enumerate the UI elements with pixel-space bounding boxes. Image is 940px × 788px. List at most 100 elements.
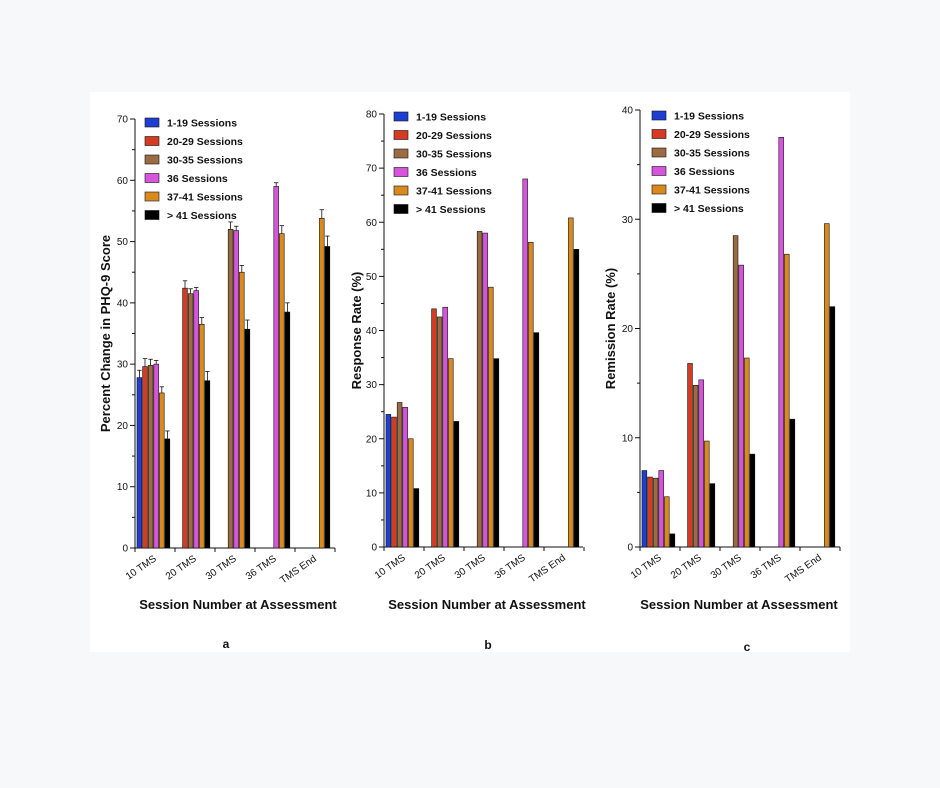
bar-41-sessions-tms-end (573, 249, 580, 548)
bar-37-41-sessions-tms-end (568, 217, 574, 548)
x-category-label: 10 TMS (124, 553, 159, 582)
legend-label: 37-41 Sessions (167, 192, 243, 204)
y-axis-title: Response Rate (%) (349, 272, 364, 390)
x-axis-title: Session Number at Assessment (640, 597, 838, 612)
bar-20-29-sessions-10-tms (391, 416, 397, 548)
bar-36-sessions-20-tms (193, 290, 199, 549)
bar-1-19-sessions-10-tms (385, 414, 392, 548)
legend-swatch (393, 148, 409, 159)
bar-37-41-sessions-10-tms (159, 392, 165, 549)
bar-37-41-sessions-36-tms (279, 233, 285, 549)
bar-41-sessions-30-tms (244, 328, 251, 549)
y-tick-label: 20 (622, 324, 634, 335)
bar-30-35-sessions-20-tms (692, 385, 699, 548)
legend-label: 36 Sessions (674, 166, 735, 178)
bar-36-sessions-30-tms (482, 232, 488, 548)
x-category-label: 36 TMS (493, 552, 528, 581)
y-tick-label: 0 (627, 543, 633, 554)
bar-41-sessions-tms-end (829, 306, 836, 548)
bar-30-35-sessions-30-tms (227, 229, 234, 549)
y-tick-label: 30 (622, 215, 634, 226)
bar-37-41-sessions-30-tms (744, 357, 750, 548)
bar-37-41-sessions-30-tms (488, 286, 494, 548)
figure: 0 10 20 30 40 50 60 70 10 TMS 20 TMS 30 TMS 36 TMS T… (90, 92, 850, 654)
legend-label: 30-35 Sessions (167, 155, 243, 167)
bar-20-29-sessions-20-tms (182, 287, 188, 549)
bar-30-35-sessions-10-tms (396, 402, 403, 548)
y-tick-label: 40 (117, 298, 129, 309)
legend-swatch (144, 154, 160, 165)
x-category-label: 30 TMS (204, 553, 239, 582)
legend-swatch (144, 210, 160, 220)
bar-36-sessions-20-tms (442, 306, 448, 548)
legend-swatch (651, 203, 667, 213)
bar-30-35-sessions-10-tms (652, 477, 659, 548)
bar-36-sessions-10-tms (153, 363, 159, 549)
legend-swatch (393, 167, 409, 177)
y-tick-label: 40 (366, 326, 378, 337)
bar-36-sessions-10-tms (402, 407, 408, 548)
y-axis-title: Remission Rate (%) (603, 268, 618, 389)
legend-swatch (651, 147, 667, 158)
chart-panel-c: 0 10 20 30 40 10 TMS 20 TMS 30 TMS 36 TMS TMS End… (603, 106, 841, 654)
bar-37-41-sessions-30-tms (239, 271, 245, 549)
bar-41-sessions-10-tms (164, 438, 171, 549)
legend-swatch (651, 110, 667, 121)
legend-label: 1-19 Sessions (416, 112, 486, 124)
bar-36-sessions-30-tms (233, 230, 239, 549)
y-tick-label: 0 (122, 544, 128, 555)
legend-label: 1-19 Sessions (674, 111, 744, 123)
x-category-label: 20 TMS (413, 552, 448, 581)
legend-label: 30-35 Sessions (674, 148, 750, 160)
bar-37-41-sessions-10-tms (664, 496, 670, 548)
bar-30-35-sessions-20-tms (436, 316, 443, 548)
bar-36-sessions-36-tms (778, 137, 784, 548)
bar-41-sessions-10-tms (669, 533, 676, 548)
legend-swatch (144, 191, 160, 202)
bar-20-29-sessions-20-tms (687, 363, 693, 548)
y-tick-label: 10 (366, 488, 378, 499)
legend-swatch (144, 117, 160, 128)
y-tick-label: 50 (366, 272, 378, 283)
panel-letter: c (744, 640, 751, 652)
bar-30-35-sessions-20-tms (187, 293, 194, 549)
x-category-label: 10 TMS (373, 552, 408, 581)
legend-label: 20-29 Sessions (674, 129, 750, 141)
y-tick-label: 50 (117, 237, 129, 248)
bar-41-sessions-tms-end (324, 246, 331, 549)
y-tick-label: 30 (366, 380, 378, 391)
y-tick-label: 10 (117, 482, 129, 493)
bar-1-19-sessions-10-tms (136, 377, 143, 549)
legend-label: 1-19 Sessions (167, 118, 237, 130)
legend-label: 37-41 Sessions (416, 186, 492, 198)
bar-20-29-sessions-20-tms (431, 308, 437, 548)
y-tick-label: 60 (117, 176, 129, 187)
bar-36-sessions-30-tms (738, 264, 744, 548)
bar-36-sessions-36-tms (522, 178, 528, 548)
bar-37-41-sessions-20-tms (704, 440, 710, 548)
legend-label: 36 Sessions (416, 167, 477, 179)
bar-36-sessions-36-tms (273, 186, 279, 549)
x-category-label: 30 TMS (709, 552, 744, 581)
y-tick-label: 10 (622, 433, 634, 444)
legend-swatch (144, 173, 160, 183)
legend-swatch (393, 111, 409, 122)
x-category-label: TMS End (278, 553, 318, 586)
bar-37-41-sessions-20-tms (199, 324, 205, 549)
legend-label: 36 Sessions (167, 173, 228, 185)
chart-panel-a: 0 10 20 30 40 50 60 70 10 TMS 20 TMS 30 TMS 36 TMS T… (98, 115, 337, 652)
legend-swatch (393, 130, 409, 140)
legend-label: 37-41 Sessions (674, 185, 750, 197)
bar-41-sessions-36-tms (284, 311, 291, 549)
bar-37-41-sessions-36-tms (528, 241, 534, 548)
x-axis-title: Session Number at Assessment (139, 597, 337, 612)
bar-37-41-sessions-tms-end (824, 223, 830, 548)
legend-label: 20-29 Sessions (167, 136, 243, 148)
legend-swatch (393, 204, 409, 214)
bar-41-sessions-36-tms (789, 418, 796, 548)
y-tick-label: 70 (117, 115, 129, 126)
x-category-label: 20 TMS (164, 553, 199, 582)
bar-41-sessions-20-tms (453, 421, 460, 548)
bar-1-19-sessions-10-tms (641, 470, 648, 548)
bar-30-35-sessions-30-tms (732, 235, 739, 548)
